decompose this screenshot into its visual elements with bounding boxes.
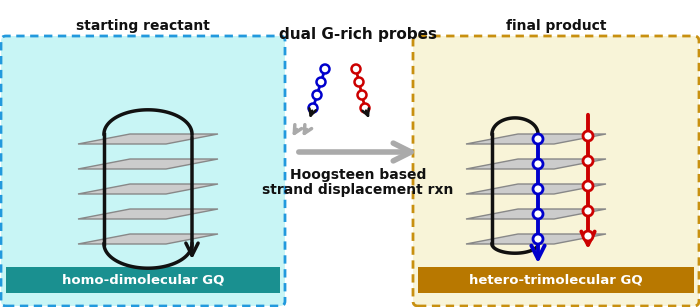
- Polygon shape: [466, 209, 606, 219]
- Text: final product: final product: [505, 19, 606, 33]
- Circle shape: [351, 64, 360, 73]
- Text: starting reactant: starting reactant: [76, 19, 210, 33]
- Circle shape: [533, 184, 543, 194]
- Bar: [6, 267, 280, 293]
- Circle shape: [321, 64, 330, 73]
- Text: Hoogsteen based: Hoogsteen based: [290, 168, 426, 182]
- Polygon shape: [466, 234, 606, 244]
- Circle shape: [533, 159, 543, 169]
- Circle shape: [533, 234, 543, 244]
- Circle shape: [533, 209, 543, 219]
- Polygon shape: [78, 134, 218, 144]
- Circle shape: [354, 77, 363, 87]
- FancyBboxPatch shape: [1, 36, 285, 306]
- Bar: [418, 267, 694, 293]
- Polygon shape: [466, 159, 606, 169]
- Circle shape: [312, 91, 321, 99]
- Text: strand displacement rxn: strand displacement rxn: [262, 183, 454, 197]
- Circle shape: [583, 231, 593, 241]
- Circle shape: [583, 131, 593, 141]
- Polygon shape: [466, 134, 606, 144]
- Circle shape: [533, 134, 543, 144]
- Circle shape: [316, 77, 326, 87]
- Circle shape: [583, 181, 593, 191]
- Text: hetero-trimolecular GQ: hetero-trimolecular GQ: [469, 274, 643, 286]
- Polygon shape: [78, 234, 218, 244]
- Text: dual G-rich probes: dual G-rich probes: [279, 28, 437, 42]
- Polygon shape: [78, 209, 218, 219]
- Circle shape: [583, 206, 593, 216]
- Polygon shape: [466, 184, 606, 194]
- Circle shape: [583, 156, 593, 166]
- Circle shape: [360, 103, 370, 112]
- Polygon shape: [78, 159, 218, 169]
- Polygon shape: [78, 184, 218, 194]
- FancyArrowPatch shape: [299, 143, 411, 161]
- Circle shape: [358, 91, 367, 99]
- Text: homo-dimolecular GQ: homo-dimolecular GQ: [62, 274, 224, 286]
- FancyBboxPatch shape: [413, 36, 699, 306]
- Circle shape: [309, 103, 318, 112]
